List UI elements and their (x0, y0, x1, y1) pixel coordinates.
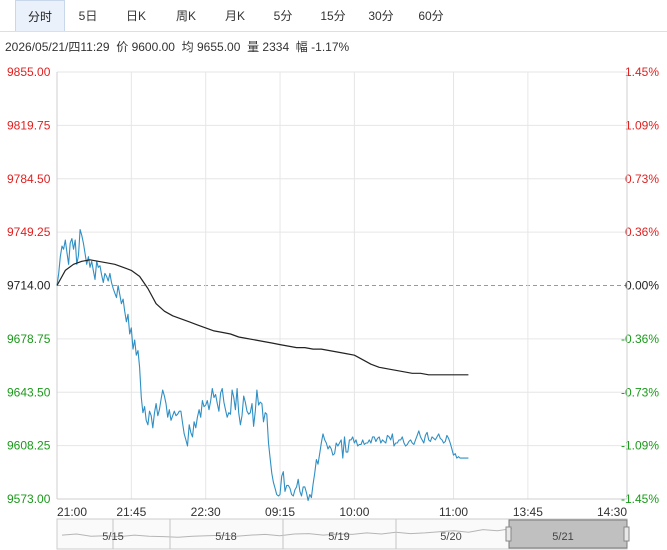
tab-4[interactable]: 月K (224, 9, 245, 23)
navigator-date-label: 5/15 (102, 531, 123, 543)
y-tick-right: 1.45% (625, 65, 659, 79)
avg-value: 9655.00 (197, 40, 241, 54)
volume-label: 量 (247, 40, 260, 54)
tab-5[interactable]: 5分 (273, 9, 293, 23)
y-tick-left: 9714.00 (7, 279, 51, 293)
avg-label: 均 (181, 40, 194, 54)
y-tick-right: -0.36% (621, 332, 659, 346)
y-tick-left: 9749.25 (7, 225, 51, 239)
tab-6[interactable]: 15分 (320, 9, 346, 23)
navigator-date-label: 5/19 (328, 531, 349, 543)
quote-info-bar: 2026/05/21/四11:29 价 9600.00 均 9655.00 量 … (5, 38, 349, 55)
y-tick-right: -1.45% (621, 492, 659, 506)
y-tick-left: 9819.75 (7, 118, 51, 132)
y-tick-right: -0.73% (621, 385, 659, 399)
y-tick-right: 0.36% (625, 225, 659, 239)
datetime-value: 2026/05/21/四11:29 (5, 40, 110, 54)
x-tick-label: 13:45 (513, 505, 543, 519)
tab-7[interactable]: 30分 (368, 9, 394, 23)
tab-3[interactable]: 周K (175, 9, 196, 23)
y-tick-left: 9608.25 (7, 439, 51, 453)
y-tick-left: 9643.50 (7, 385, 51, 399)
period-tab-bar: 分时 5日 日K 周K 月K 5分 15分 30分 60分 (0, 0, 667, 32)
x-tick-label: 22:30 (191, 505, 221, 519)
change-label: 幅 (295, 40, 308, 54)
price-label: 价 (116, 40, 129, 54)
navigator-right-handle[interactable] (623, 526, 630, 542)
x-tick-label: 10:00 (339, 505, 369, 519)
tab-0[interactable]: 分时 (15, 0, 65, 31)
y-tick-left: 9784.50 (7, 172, 51, 186)
navigator-date-label: 5/21 (552, 531, 573, 543)
navigator-left-handle[interactable] (505, 526, 512, 542)
y-tick-right: 0.73% (625, 172, 659, 186)
y-tick-right: 0.00% (625, 279, 659, 293)
x-tick-label: 09:15 (265, 505, 295, 519)
change-value: -1.17% (311, 40, 350, 54)
y-tick-left: 9573.00 (7, 492, 51, 506)
y-tick-left: 9855.00 (7, 65, 51, 79)
x-tick-label: 21:00 (57, 505, 87, 519)
tab-8[interactable]: 60分 (418, 9, 444, 23)
y-tick-right: 1.09% (625, 118, 659, 132)
x-tick-label: 21:45 (116, 505, 146, 519)
intraday-chart[interactable]: 9855.00 1.45% 9819.75 1.09% 9784.50 0.73% 9749… (0, 58, 667, 550)
tab-1[interactable]: 5日 (78, 9, 98, 23)
average-line (56, 259, 469, 376)
y-tick-left: 9678.75 (7, 332, 51, 346)
navigator-date-label: 5/18 (215, 531, 236, 543)
y-tick-right: -1.09% (621, 439, 659, 453)
volume-value: 2334 (262, 40, 290, 54)
x-tick-label: 11:00 (439, 505, 468, 519)
navigator-date-label: 5/20 (440, 531, 461, 543)
price-value: 9600.00 (131, 40, 175, 54)
navigator-mini-trace (61, 528, 513, 538)
tab-2[interactable]: 日K (125, 9, 146, 23)
x-tick-label: 14:30 (597, 505, 627, 519)
price-line (56, 228, 469, 502)
navigator-selection[interactable] (508, 519, 628, 549)
